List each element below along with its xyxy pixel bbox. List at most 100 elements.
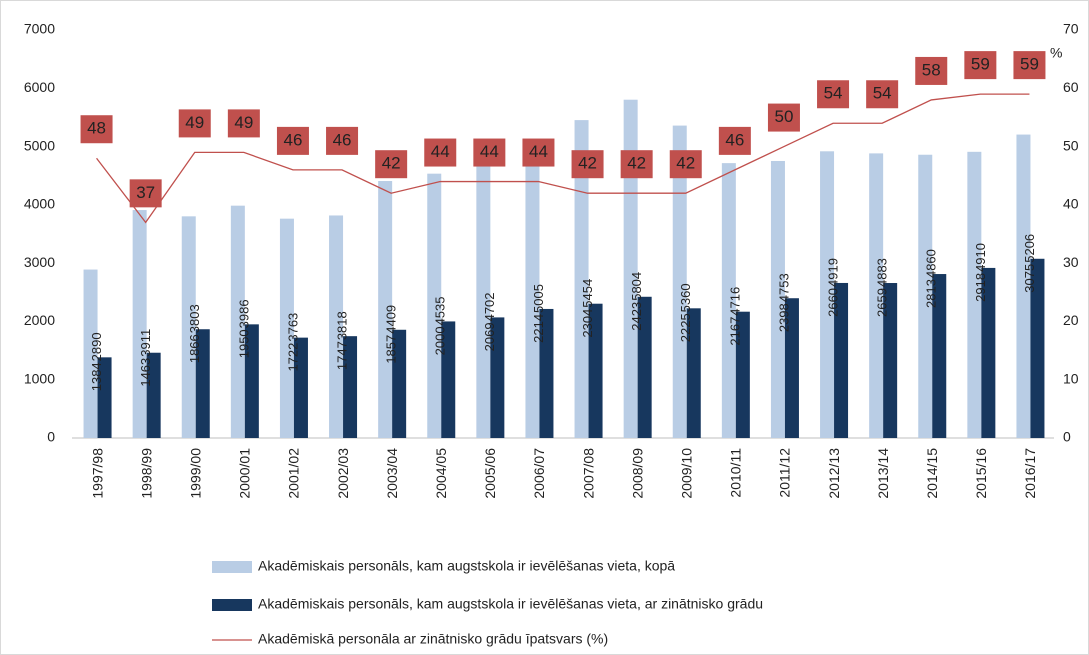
bar bbox=[525, 146, 540, 438]
y2-tick-label: 70 bbox=[1063, 21, 1079, 37]
bar bbox=[883, 283, 898, 438]
bar bbox=[1030, 258, 1045, 438]
bar-value-label: 1384 bbox=[89, 362, 104, 391]
bar-value-label: 2813 bbox=[924, 279, 939, 308]
bar bbox=[441, 321, 456, 438]
bar bbox=[981, 267, 996, 438]
bar-value-label: 3075 bbox=[1022, 264, 1037, 293]
bar bbox=[770, 160, 785, 438]
y2-tick-label: 30 bbox=[1063, 254, 1079, 270]
legend-swatch bbox=[212, 561, 252, 573]
bar bbox=[146, 352, 161, 438]
data-label-box bbox=[80, 115, 113, 144]
bar-value-label: 2398 bbox=[776, 303, 791, 332]
bar bbox=[967, 151, 982, 438]
data-label-box bbox=[129, 179, 162, 208]
data-label-box bbox=[227, 109, 260, 138]
bar bbox=[132, 210, 147, 438]
bar bbox=[181, 216, 196, 438]
bar bbox=[490, 317, 505, 438]
line-value-label: 46 bbox=[333, 130, 352, 149]
bar-value-label: 2069 bbox=[482, 322, 497, 351]
bar bbox=[329, 215, 344, 438]
x-tick-label: 2004/05 bbox=[433, 448, 449, 499]
bar bbox=[244, 324, 259, 438]
y-tick-label: 5000 bbox=[24, 137, 55, 153]
x-tick-label: 2002/03 bbox=[335, 448, 351, 499]
x-tick-label: 2009/10 bbox=[678, 448, 694, 499]
bar bbox=[588, 303, 603, 438]
bar-value-label: 1866 bbox=[187, 334, 202, 363]
bar-value-label: 4716 bbox=[727, 287, 742, 316]
bar bbox=[1016, 134, 1031, 438]
y2-axis-label: % bbox=[1050, 45, 1062, 61]
data-label-box bbox=[866, 80, 899, 109]
y2-tick-label: 20 bbox=[1063, 312, 1079, 328]
line-value-label: 42 bbox=[676, 154, 695, 173]
bar bbox=[97, 357, 112, 438]
bar-value-label: 4702 bbox=[482, 292, 497, 321]
line-value-label: 58 bbox=[922, 60, 941, 79]
x-tick-label: 2010/11 bbox=[728, 448, 744, 498]
line-value-label: 42 bbox=[382, 154, 401, 173]
bar bbox=[834, 282, 849, 438]
bar bbox=[279, 218, 294, 438]
data-label-box bbox=[669, 150, 702, 179]
x-tick-label: 2014/15 bbox=[924, 448, 940, 499]
bar-value-label: 2214 bbox=[531, 314, 546, 343]
x-tick-label: 2001/02 bbox=[286, 448, 302, 499]
bar bbox=[686, 308, 701, 438]
y-tick-label: 0 bbox=[47, 429, 55, 445]
bar bbox=[820, 151, 835, 438]
bar-value-label: 3818 bbox=[334, 311, 349, 340]
bar-value-label: 2890 bbox=[89, 332, 104, 361]
x-tick-label: 1997/98 bbox=[89, 448, 105, 499]
line-value-label: 48 bbox=[87, 119, 106, 138]
x-tick-label: 2005/06 bbox=[482, 448, 498, 499]
bar bbox=[574, 120, 589, 438]
data-label-box bbox=[375, 150, 408, 179]
x-tick-label: 1998/99 bbox=[138, 448, 154, 499]
x-tick-label: 2006/07 bbox=[531, 448, 547, 499]
data-label-box bbox=[718, 126, 751, 155]
bar-value-label: 2167 bbox=[727, 317, 742, 346]
bar-value-label: 4535 bbox=[433, 297, 448, 326]
bar-value-label: 1463 bbox=[138, 358, 153, 387]
bar-value-label: 2918 bbox=[973, 273, 988, 302]
line-value-label: 42 bbox=[627, 154, 646, 173]
data-label-box bbox=[424, 138, 457, 167]
x-tick-label: 2015/16 bbox=[973, 448, 989, 499]
bar bbox=[623, 99, 638, 438]
bar-value-label: 3911 bbox=[138, 329, 153, 357]
data-label-box bbox=[767, 103, 800, 132]
x-tick-label: 2007/08 bbox=[580, 448, 596, 499]
bar-value-label: 3803 bbox=[187, 304, 202, 333]
bar-value-label: 4753 bbox=[776, 273, 791, 302]
bar-value-label: 5804 bbox=[629, 272, 644, 301]
line-value-label: 49 bbox=[185, 113, 204, 132]
bar bbox=[378, 181, 393, 438]
legend-label: Akadēmiskais personāls, kam augstskola i… bbox=[258, 558, 675, 574]
data-label-box bbox=[276, 126, 309, 155]
bar bbox=[672, 125, 687, 439]
bar-value-label: 4910 bbox=[973, 243, 988, 272]
line-value-label: 44 bbox=[431, 142, 450, 161]
bar bbox=[476, 163, 491, 439]
bar bbox=[343, 336, 358, 438]
x-tick-label: 2013/14 bbox=[875, 448, 891, 499]
bar-value-label: 4919 bbox=[825, 258, 840, 287]
data-label-box bbox=[1013, 51, 1046, 80]
bar-value-label: 5005 bbox=[531, 284, 546, 313]
x-tick-label: 2012/13 bbox=[826, 448, 842, 499]
y-tick-label: 3000 bbox=[24, 254, 55, 270]
y2-tick-label: 50 bbox=[1063, 137, 1079, 153]
bar bbox=[195, 329, 210, 438]
data-label-box bbox=[326, 126, 359, 155]
y2-tick-label: 10 bbox=[1063, 370, 1079, 386]
y2-tick-label: 40 bbox=[1063, 196, 1079, 212]
bar-value-label: 2660 bbox=[825, 288, 840, 317]
line-value-label: 59 bbox=[1020, 55, 1039, 74]
line-value-label: 50 bbox=[774, 107, 793, 126]
bar bbox=[293, 337, 308, 438]
line-value-label: 46 bbox=[725, 130, 744, 149]
